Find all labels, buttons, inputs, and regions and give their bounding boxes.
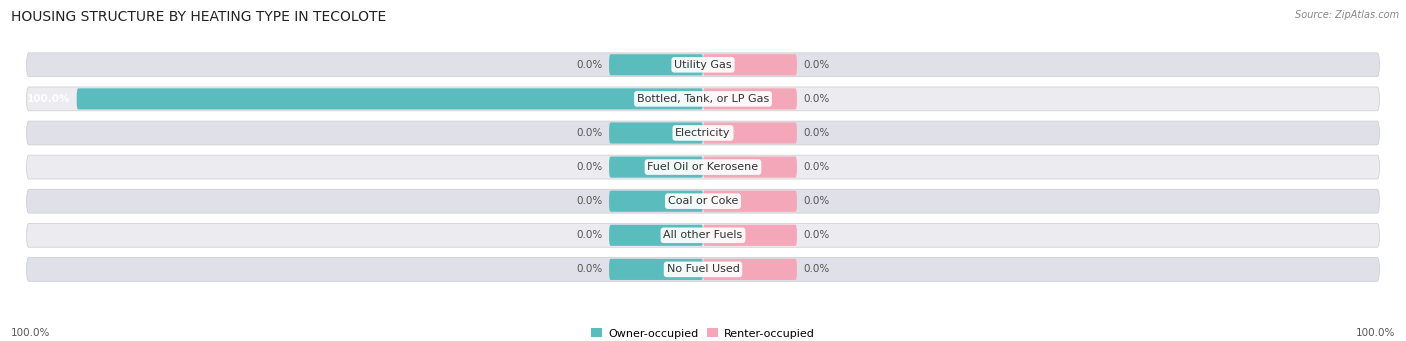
- Text: 100.0%: 100.0%: [11, 328, 51, 338]
- FancyBboxPatch shape: [703, 122, 797, 144]
- Text: 0.0%: 0.0%: [803, 230, 830, 240]
- Text: 0.0%: 0.0%: [803, 196, 830, 206]
- Text: 0.0%: 0.0%: [803, 128, 830, 138]
- FancyBboxPatch shape: [703, 88, 797, 109]
- FancyBboxPatch shape: [703, 191, 797, 212]
- Text: 0.0%: 0.0%: [803, 264, 830, 275]
- FancyBboxPatch shape: [703, 157, 797, 178]
- FancyBboxPatch shape: [703, 54, 797, 75]
- Text: 0.0%: 0.0%: [576, 264, 603, 275]
- FancyBboxPatch shape: [609, 191, 703, 212]
- Text: Bottled, Tank, or LP Gas: Bottled, Tank, or LP Gas: [637, 94, 769, 104]
- Text: 100.0%: 100.0%: [27, 94, 70, 104]
- FancyBboxPatch shape: [703, 225, 797, 246]
- FancyBboxPatch shape: [703, 259, 797, 280]
- Text: Fuel Oil or Kerosene: Fuel Oil or Kerosene: [647, 162, 759, 172]
- FancyBboxPatch shape: [609, 122, 703, 144]
- Text: 0.0%: 0.0%: [803, 162, 830, 172]
- Text: 0.0%: 0.0%: [576, 196, 603, 206]
- Legend: Owner-occupied, Renter-occupied: Owner-occupied, Renter-occupied: [586, 324, 820, 341]
- Text: 0.0%: 0.0%: [576, 128, 603, 138]
- FancyBboxPatch shape: [609, 225, 703, 246]
- Text: All other Fuels: All other Fuels: [664, 230, 742, 240]
- FancyBboxPatch shape: [27, 189, 1379, 213]
- FancyBboxPatch shape: [609, 54, 703, 75]
- FancyBboxPatch shape: [27, 155, 1379, 179]
- Text: HOUSING STRUCTURE BY HEATING TYPE IN TECOLOTE: HOUSING STRUCTURE BY HEATING TYPE IN TEC…: [11, 10, 387, 24]
- Text: No Fuel Used: No Fuel Used: [666, 264, 740, 275]
- FancyBboxPatch shape: [27, 121, 1379, 145]
- FancyBboxPatch shape: [27, 53, 1379, 77]
- FancyBboxPatch shape: [27, 223, 1379, 247]
- FancyBboxPatch shape: [27, 257, 1379, 281]
- Text: Source: ZipAtlas.com: Source: ZipAtlas.com: [1295, 10, 1399, 20]
- FancyBboxPatch shape: [27, 87, 1379, 111]
- Text: 0.0%: 0.0%: [576, 60, 603, 70]
- Text: 100.0%: 100.0%: [1355, 328, 1395, 338]
- Text: 0.0%: 0.0%: [803, 60, 830, 70]
- Text: Coal or Coke: Coal or Coke: [668, 196, 738, 206]
- Text: 0.0%: 0.0%: [576, 162, 603, 172]
- Text: 0.0%: 0.0%: [803, 94, 830, 104]
- Text: Electricity: Electricity: [675, 128, 731, 138]
- FancyBboxPatch shape: [609, 157, 703, 178]
- Text: Utility Gas: Utility Gas: [675, 60, 731, 70]
- Text: 0.0%: 0.0%: [576, 230, 603, 240]
- FancyBboxPatch shape: [77, 88, 703, 109]
- FancyBboxPatch shape: [609, 259, 703, 280]
